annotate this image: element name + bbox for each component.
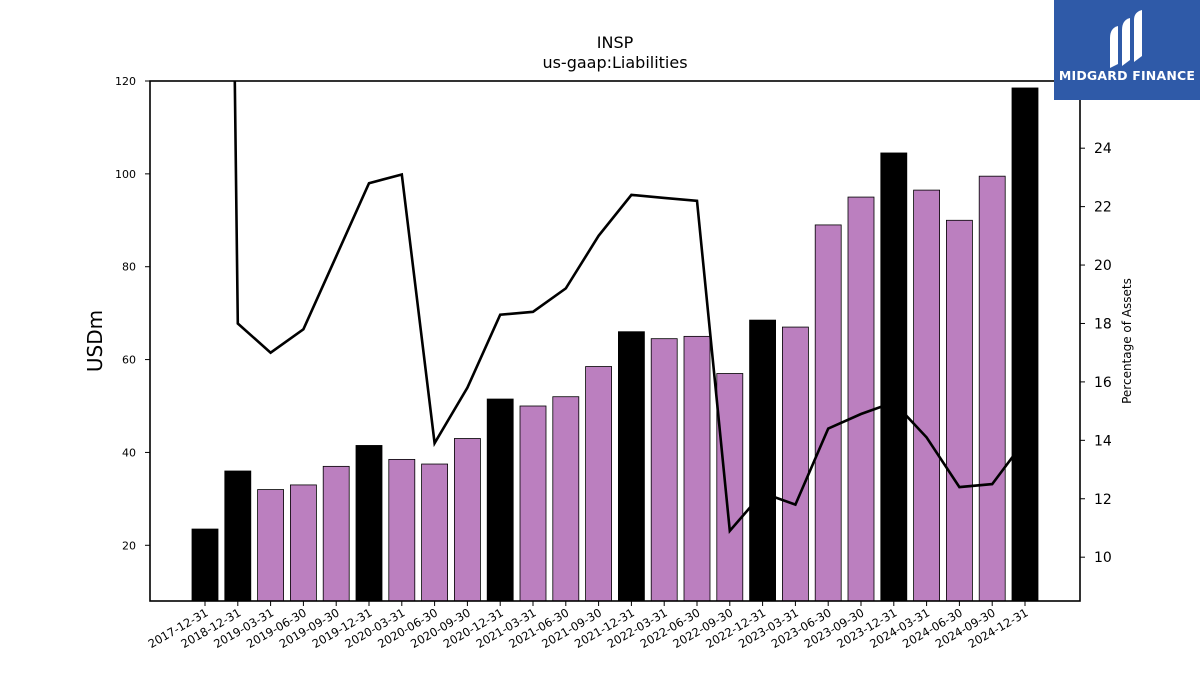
bar — [847, 196, 875, 602]
x-axis: 2017-12-312018-12-312019-03-312019-06-30… — [146, 601, 1031, 651]
percentage-line — [233, 80, 1027, 535]
bar — [946, 219, 973, 602]
bar — [585, 366, 612, 602]
bar — [355, 445, 383, 602]
y-axis-right: 10 12 14 16 18 20 22 24 — [1080, 141, 1112, 566]
y-axis-label: USDm — [83, 310, 107, 372]
bar — [880, 152, 908, 602]
y2-tick-label: 18 — [1094, 316, 1112, 332]
y-axis-left: 20 40 60 80 100 120 — [115, 75, 150, 552]
bar — [716, 373, 744, 602]
bar — [519, 405, 547, 602]
bar — [683, 335, 711, 602]
brand-mark-icon — [1110, 10, 1142, 68]
chart-title: INSP — [597, 33, 634, 52]
plot-frame — [149, 80, 1081, 602]
bar — [978, 175, 1006, 602]
bar — [782, 326, 809, 602]
brand-logo: MIDGARD FINANCE — [1054, 0, 1200, 100]
bar — [289, 484, 317, 602]
bar-series — [191, 87, 1039, 602]
y2-tick-label: 10 — [1094, 550, 1112, 566]
y-tick-label: 120 — [115, 75, 136, 88]
y-tick-label: 100 — [115, 168, 136, 181]
bar — [1011, 87, 1039, 602]
bar — [257, 489, 285, 602]
y-tick-label: 60 — [122, 354, 136, 367]
bar — [913, 189, 940, 602]
y-tick-label: 80 — [122, 261, 136, 274]
y2-tick-label: 16 — [1094, 375, 1112, 391]
y2-tick-label: 22 — [1094, 200, 1112, 216]
y2-axis-label: Percentage of Assets — [1120, 278, 1134, 404]
y2-tick-label: 20 — [1094, 258, 1112, 274]
bar — [749, 319, 776, 602]
bar — [224, 470, 252, 602]
bar — [421, 463, 449, 602]
bar — [552, 396, 580, 602]
bar — [814, 224, 842, 602]
bar — [453, 438, 481, 602]
bar — [388, 458, 416, 602]
y-tick-label: 40 — [122, 446, 136, 459]
bar — [191, 528, 219, 602]
bar — [618, 331, 645, 602]
bar — [486, 398, 514, 602]
y2-tick-label: 12 — [1094, 492, 1112, 508]
brand-name: MIDGARD FINANCE — [1058, 68, 1196, 83]
bar — [322, 465, 350, 602]
line-series — [233, 80, 1027, 535]
chart-subtitle: us-gaap:Liabilities — [542, 53, 687, 72]
bar — [650, 338, 678, 602]
y2-tick-label: 14 — [1094, 433, 1112, 449]
y2-tick-label: 24 — [1094, 141, 1112, 157]
y-tick-label: 20 — [122, 539, 136, 552]
